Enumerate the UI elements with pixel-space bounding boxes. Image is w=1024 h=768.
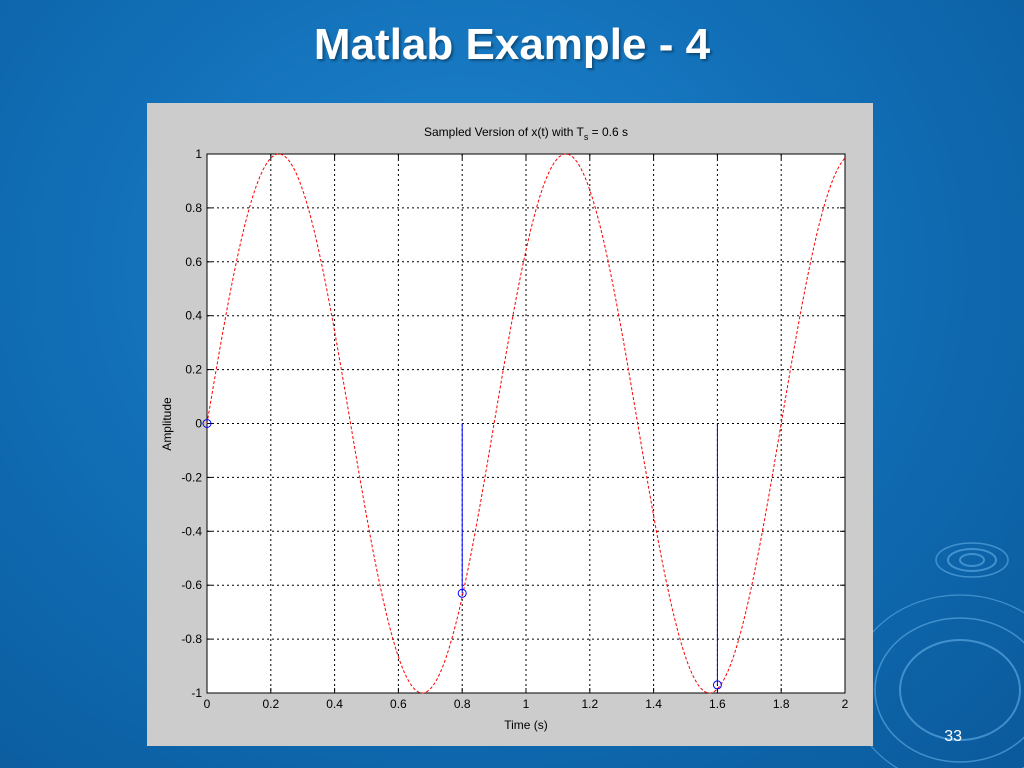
sampled-signal-chart: 0 0.2 0.4 0.6 0.8 1 1.2 1.4 1.6 1.8 2 1 0.8 0.6 0.4 0.…	[160, 125, 849, 732]
y-tick-label: -0.6	[181, 578, 202, 592]
y-tick-label: 0.4	[185, 309, 202, 323]
x-tick-label: 1.8	[773, 697, 790, 711]
y-tick-label: 0.2	[185, 363, 202, 377]
x-tick-label: 2	[842, 697, 849, 711]
x-tick-label: 0.6	[390, 697, 407, 711]
chart-title-main: Sampled Version of x(t) with T	[424, 125, 585, 139]
matlab-figure: 0 0.2 0.4 0.6 0.8 1 1.2 1.4 1.6 1.8 2 1 0.8 0.6 0.4 0.…	[147, 103, 873, 746]
y-axis-label: Amplitude	[160, 397, 174, 451]
slide-title: Matlab Example - 4	[313, 20, 711, 69]
x-tick-label: 0	[204, 697, 211, 711]
x-axis-label: Time (s)	[504, 718, 548, 732]
x-tick-label: 0.2	[262, 697, 279, 711]
x-tick-label: 1	[523, 697, 530, 711]
sample-marker	[202, 419, 212, 428]
x-tick-label: 0.8	[454, 697, 471, 711]
sample-marker	[457, 588, 467, 598]
x-tick-label: 1.2	[581, 697, 598, 711]
sample-marker	[712, 680, 722, 690]
y-tick-label: 0.8	[185, 201, 202, 215]
page-number: 33	[944, 728, 962, 745]
continuous-signal-layer	[206, 153, 846, 694]
y-tick-label: 0	[195, 417, 202, 431]
y-tick-label: 1	[195, 147, 202, 161]
x-tick-label: 0.4	[326, 697, 343, 711]
x-tick-labels: 0 0.2 0.4 0.6 0.8 1 1.2 1.4 1.6 1.8 2	[204, 697, 849, 711]
continuous-signal-line	[206, 153, 846, 694]
x-tick-label: 1.4	[645, 697, 662, 711]
y-tick-label: -0.8	[181, 632, 202, 646]
chart-title-suffix: = 0.6 s	[588, 125, 628, 139]
y-tick-label: 0.6	[185, 255, 202, 269]
y-tick-label: -0.4	[181, 524, 202, 538]
grid-lines	[206, 153, 846, 694]
y-tick-label: -0.2	[181, 470, 202, 484]
x-tick-label: 1.6	[709, 697, 726, 711]
y-tick-label: -1	[191, 686, 202, 700]
chart-title: Sampled Version of x(t) with Ts = 0.6 s	[424, 125, 628, 142]
sample-stems-layer	[202, 419, 722, 690]
y-tick-labels: 1 0.8 0.6 0.4 0.2 0 -0.2 -0.4 -0.6 -0.8 -1	[181, 147, 202, 700]
chart-title-subscript: s	[584, 132, 589, 142]
